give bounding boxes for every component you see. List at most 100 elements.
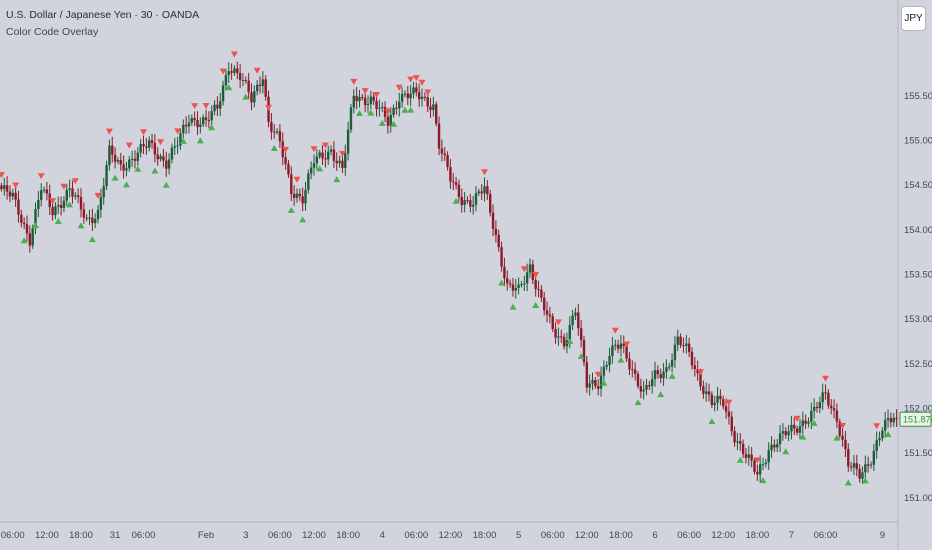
candle bbox=[812, 398, 816, 419]
candle bbox=[679, 333, 682, 349]
sell-signal-marker bbox=[94, 192, 102, 199]
candle bbox=[116, 157, 120, 165]
buy-signal-marker bbox=[810, 419, 818, 426]
candle bbox=[420, 88, 424, 107]
candle bbox=[571, 309, 574, 331]
candle bbox=[869, 461, 873, 469]
candle bbox=[838, 418, 841, 439]
candle bbox=[51, 201, 54, 221]
time-tick-label: 9 bbox=[880, 530, 885, 541]
candle bbox=[264, 75, 267, 101]
candle bbox=[398, 92, 401, 117]
candle bbox=[62, 195, 66, 213]
candle bbox=[147, 136, 151, 152]
candle bbox=[119, 152, 122, 171]
candle bbox=[153, 134, 157, 163]
candle bbox=[324, 149, 327, 168]
sell-signal-marker bbox=[594, 371, 602, 378]
buy-signal-marker bbox=[299, 216, 307, 223]
time-tick-label: 06:00 bbox=[404, 530, 428, 541]
candle bbox=[130, 150, 134, 167]
time-tick-label: 18:00 bbox=[609, 530, 633, 541]
candle bbox=[497, 229, 500, 252]
candlestick-series bbox=[0, 61, 898, 484]
candle bbox=[292, 185, 296, 206]
candle bbox=[474, 185, 478, 212]
symbol-title[interactable]: U.S. Dollar / Japanese Yen · 30 · OANDA bbox=[6, 9, 200, 21]
candle bbox=[668, 362, 671, 371]
candle bbox=[528, 258, 532, 278]
sell-signal-marker bbox=[230, 51, 238, 58]
currency-button[interactable]: JPY bbox=[901, 6, 926, 31]
time-tick-label: 3 bbox=[243, 530, 248, 541]
candle bbox=[730, 411, 733, 437]
candle bbox=[858, 464, 861, 483]
candle bbox=[278, 124, 282, 148]
candle bbox=[690, 347, 694, 370]
time-tick-label: 12:00 bbox=[711, 530, 735, 541]
candle bbox=[815, 401, 819, 413]
candle bbox=[40, 183, 43, 207]
indicator-legend[interactable]: Color Code Overlay bbox=[6, 26, 99, 38]
sell-signal-marker bbox=[174, 128, 182, 135]
buy-signal-marker bbox=[66, 201, 74, 208]
candle bbox=[338, 155, 341, 168]
price-tick-label: 155.000 bbox=[904, 136, 932, 147]
candle bbox=[378, 99, 381, 117]
candle bbox=[91, 208, 94, 231]
candle bbox=[844, 431, 847, 458]
candle bbox=[531, 259, 535, 285]
buy-signal-marker bbox=[884, 431, 892, 438]
candle bbox=[523, 275, 526, 292]
candle bbox=[542, 291, 546, 316]
sell-signal-marker bbox=[0, 172, 5, 179]
candle bbox=[471, 195, 475, 215]
candle bbox=[886, 409, 890, 428]
candle bbox=[335, 152, 338, 171]
candle bbox=[758, 455, 762, 483]
candle bbox=[113, 147, 117, 169]
candle bbox=[341, 155, 344, 173]
candle bbox=[719, 389, 722, 406]
candle bbox=[864, 455, 867, 481]
candle bbox=[182, 119, 185, 139]
candle bbox=[145, 138, 148, 155]
candle bbox=[489, 190, 492, 217]
candle bbox=[199, 117, 202, 134]
price-tick-label: 152.000 bbox=[904, 403, 932, 414]
candle bbox=[824, 384, 827, 400]
sell-signal-marker bbox=[753, 457, 761, 464]
candle bbox=[45, 182, 49, 201]
buy-signal-marker bbox=[861, 477, 869, 484]
sell-signal-marker bbox=[321, 142, 329, 149]
candle bbox=[747, 445, 751, 466]
candle bbox=[102, 177, 105, 205]
candle bbox=[224, 69, 228, 91]
buy-signal-marker bbox=[736, 456, 744, 463]
candle bbox=[221, 80, 225, 106]
candle bbox=[889, 412, 893, 428]
candle bbox=[872, 443, 876, 471]
buy-signal-marker bbox=[577, 353, 585, 360]
candle bbox=[650, 370, 654, 394]
buy-signal-marker bbox=[367, 109, 375, 116]
signal-markers bbox=[0, 51, 892, 486]
candle bbox=[74, 191, 77, 200]
time-tick-label: 18:00 bbox=[745, 530, 769, 541]
price-axis[interactable]: 151.000 151.500 152.000 152.500 153.000 153.5… bbox=[897, 0, 932, 550]
sell-signal-marker bbox=[412, 75, 420, 82]
time-axis[interactable]: 06:00 12:00 18:00 31 06:00 Feb 3 06:00 12:00 18:0… bbox=[0, 521, 898, 541]
sell-signal-marker bbox=[623, 341, 631, 348]
candle bbox=[545, 301, 549, 323]
candle bbox=[381, 102, 384, 113]
candle bbox=[494, 220, 498, 243]
candle bbox=[301, 187, 304, 212]
sell-signal-marker bbox=[157, 139, 165, 146]
buy-signal-marker bbox=[270, 144, 278, 151]
candle bbox=[795, 425, 799, 436]
candle bbox=[693, 357, 697, 377]
candle bbox=[196, 111, 199, 136]
candle bbox=[895, 409, 898, 427]
candle bbox=[309, 161, 313, 180]
